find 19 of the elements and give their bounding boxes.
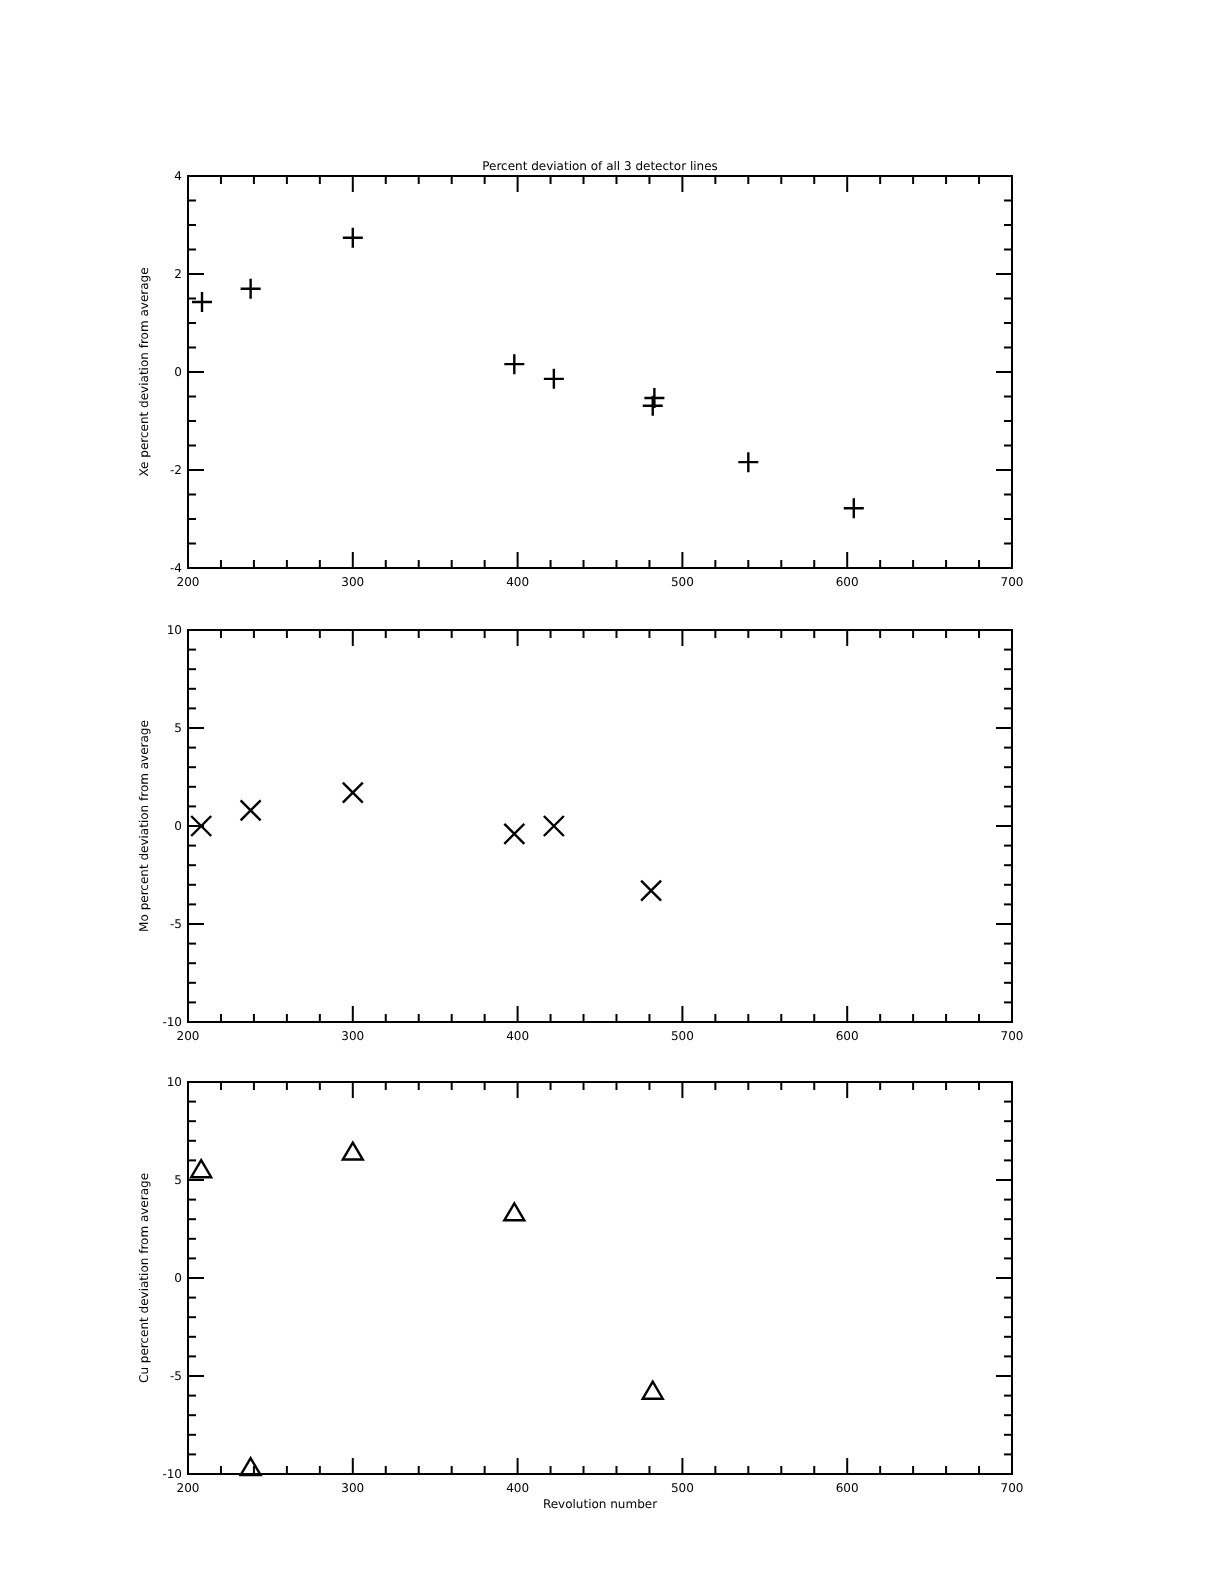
point <box>341 781 364 804</box>
point <box>239 277 262 300</box>
point <box>503 822 526 846</box>
point <box>341 1141 364 1161</box>
point <box>643 386 666 410</box>
point <box>503 1202 526 1222</box>
point <box>542 367 566 391</box>
point <box>239 1456 262 1477</box>
point <box>737 450 760 474</box>
point <box>189 814 213 838</box>
point <box>341 226 364 249</box>
point <box>190 290 214 314</box>
point <box>239 799 262 822</box>
point <box>189 1159 213 1179</box>
point <box>639 879 663 902</box>
point <box>641 1380 664 1400</box>
point <box>842 497 865 520</box>
point <box>542 814 566 838</box>
point <box>503 352 526 376</box>
